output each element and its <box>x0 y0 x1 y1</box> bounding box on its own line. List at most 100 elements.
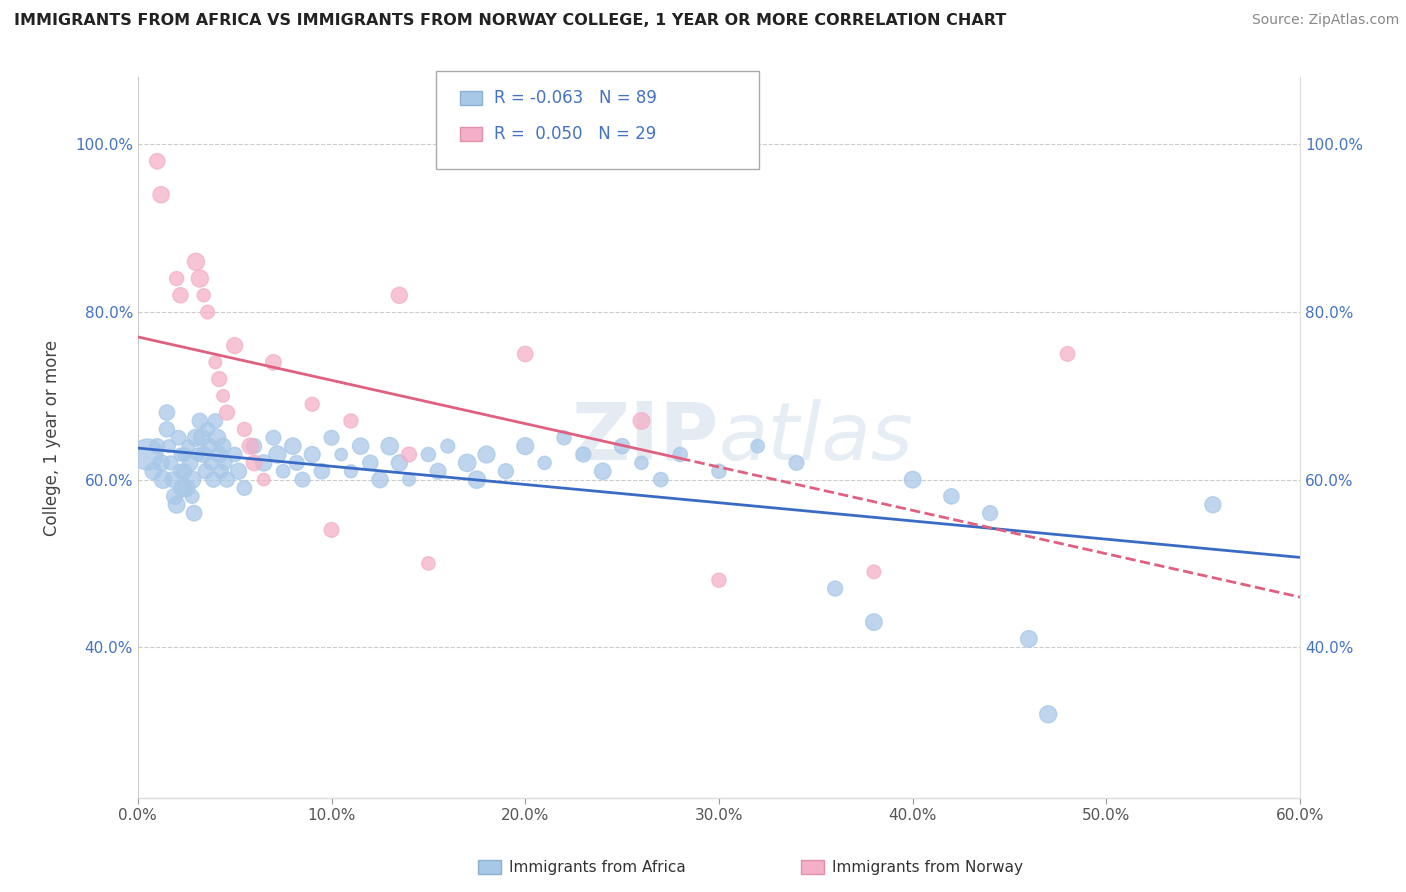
Point <box>340 414 363 428</box>
Point <box>215 406 238 420</box>
Point <box>197 422 219 436</box>
Point <box>285 456 308 470</box>
Point <box>418 557 440 571</box>
Point <box>863 565 886 579</box>
Text: IMMIGRANTS FROM AFRICA VS IMMIGRANTS FROM NORWAY COLLEGE, 1 YEAR OR MORE CORRELA: IMMIGRANTS FROM AFRICA VS IMMIGRANTS FRO… <box>14 13 1007 29</box>
Point <box>243 456 266 470</box>
Point <box>233 422 256 436</box>
Point <box>187 448 209 462</box>
Point <box>169 288 191 302</box>
Point <box>388 288 411 302</box>
Point <box>166 498 188 512</box>
Text: atlas: atlas <box>718 399 914 476</box>
Point <box>215 473 238 487</box>
Point <box>162 473 184 487</box>
Point <box>173 448 195 462</box>
Point <box>212 439 235 453</box>
Point <box>321 431 343 445</box>
Point <box>398 448 420 462</box>
Point <box>193 288 215 302</box>
Point <box>212 389 235 403</box>
Point <box>184 254 207 268</box>
Point <box>1202 498 1225 512</box>
Point <box>239 439 262 453</box>
Point <box>262 355 284 369</box>
Point <box>495 464 517 478</box>
Point <box>233 481 256 495</box>
Point <box>204 414 226 428</box>
Point <box>166 271 188 285</box>
Point <box>156 406 179 420</box>
Point <box>388 456 411 470</box>
Point <box>515 439 537 453</box>
Point <box>142 464 165 478</box>
Point <box>198 439 221 453</box>
Point <box>200 456 222 470</box>
Point <box>188 414 211 428</box>
Point <box>253 456 276 470</box>
Point <box>669 448 692 462</box>
Point <box>204 355 226 369</box>
Point <box>398 473 420 487</box>
Point <box>181 490 204 504</box>
Point <box>941 490 963 504</box>
Point <box>243 439 266 453</box>
Point <box>311 464 333 478</box>
Point <box>177 439 200 453</box>
Point <box>863 615 886 629</box>
Text: Immigrants from Africa: Immigrants from Africa <box>509 860 686 874</box>
Point <box>301 448 323 462</box>
Point <box>427 464 450 478</box>
Text: ZIP: ZIP <box>572 399 718 476</box>
Point <box>262 431 284 445</box>
Point <box>163 490 186 504</box>
Point <box>224 448 246 462</box>
Point <box>224 338 246 352</box>
Point <box>146 439 169 453</box>
Point <box>169 448 191 462</box>
Point <box>271 464 294 478</box>
Point <box>181 473 204 487</box>
Text: R = -0.063   N = 89: R = -0.063 N = 89 <box>494 89 657 107</box>
Point <box>650 473 672 487</box>
Point <box>281 439 304 453</box>
Point <box>173 464 195 478</box>
Point <box>330 448 353 462</box>
Point <box>1038 707 1060 722</box>
Point <box>707 573 730 587</box>
Point <box>321 523 343 537</box>
Point <box>156 422 179 436</box>
Point <box>592 464 614 478</box>
Y-axis label: College, 1 year or more: College, 1 year or more <box>44 340 60 536</box>
Point <box>188 271 211 285</box>
Point <box>214 456 236 470</box>
Point <box>169 464 191 478</box>
Point <box>630 414 652 428</box>
Point <box>194 464 217 478</box>
Point <box>610 439 633 453</box>
Text: Immigrants from Norway: Immigrants from Norway <box>832 860 1024 874</box>
Point <box>359 456 381 470</box>
Point <box>172 481 194 495</box>
Point <box>197 305 219 319</box>
Point <box>207 431 229 445</box>
Point <box>152 473 174 487</box>
Point <box>707 464 730 478</box>
Point <box>515 347 537 361</box>
Point <box>191 431 214 445</box>
Point <box>901 473 924 487</box>
Point <box>1018 632 1040 646</box>
Point <box>436 439 458 453</box>
Point <box>193 448 215 462</box>
Point <box>253 473 276 487</box>
Point <box>572 448 595 462</box>
Point <box>167 431 190 445</box>
Point <box>184 431 207 445</box>
Point <box>533 456 555 470</box>
Point <box>1056 347 1078 361</box>
Point <box>979 506 1001 520</box>
Point <box>456 456 478 470</box>
Point <box>183 506 205 520</box>
Point <box>228 464 250 478</box>
Point <box>301 397 323 411</box>
